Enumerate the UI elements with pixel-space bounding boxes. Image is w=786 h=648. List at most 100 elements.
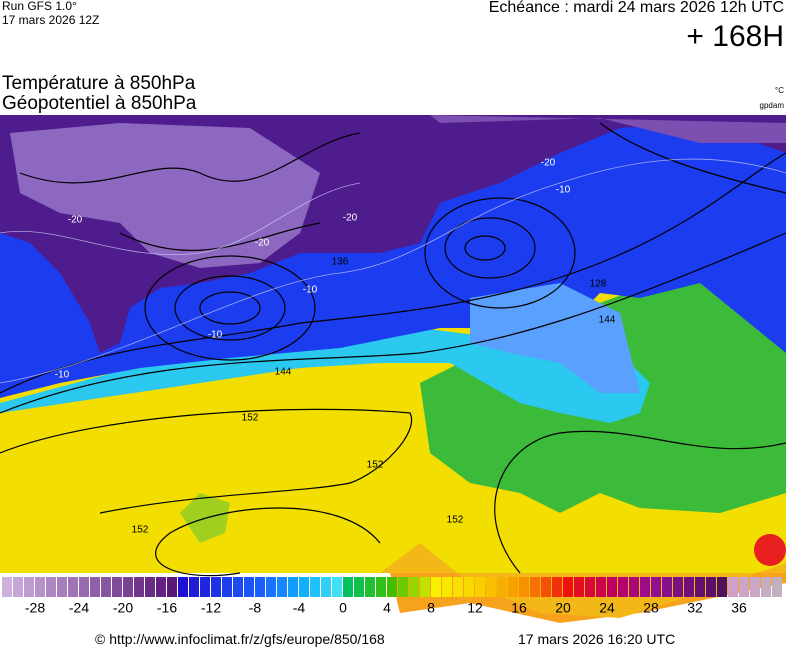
colorbar-swatch bbox=[486, 577, 496, 597]
colorbar-tick-label: -8 bbox=[249, 600, 262, 616]
isotherms bbox=[0, 158, 786, 384]
colorbar-swatch bbox=[629, 577, 639, 597]
contour-label: -10 bbox=[556, 185, 571, 196]
colorbar-swatch bbox=[453, 577, 463, 597]
colorbar-swatch bbox=[607, 577, 617, 597]
colorbar-swatch bbox=[508, 577, 518, 597]
colorbar-swatch bbox=[706, 577, 716, 597]
colorbar-tick-label: 36 bbox=[731, 600, 747, 616]
colorbar-tick-label: -4 bbox=[293, 600, 306, 616]
colorbar-swatch bbox=[662, 577, 672, 597]
colorbar-swatch bbox=[618, 577, 628, 597]
colorbar-tick-label: 20 bbox=[555, 600, 571, 616]
colorbar-swatch bbox=[178, 577, 188, 597]
colorbar-swatch bbox=[431, 577, 441, 597]
source-link: © http://www.infoclimat.fr/z/gfs/europe/… bbox=[95, 631, 385, 647]
colorbar-tick-label: 32 bbox=[687, 600, 703, 616]
colorbar-swatch bbox=[332, 577, 342, 597]
colorbar-swatch bbox=[299, 577, 309, 597]
colorbar-swatch bbox=[354, 577, 364, 597]
run-date: 17 mars 2026 12Z bbox=[2, 13, 100, 27]
colorbar-swatch bbox=[365, 577, 375, 597]
colorbar-swatch bbox=[442, 577, 452, 597]
colorbar-swatch bbox=[651, 577, 661, 597]
colorbar-swatch bbox=[277, 577, 287, 597]
colorbar-tick-label: -24 bbox=[69, 600, 89, 616]
colorbar-swatch bbox=[35, 577, 45, 597]
colorbar-swatch bbox=[211, 577, 221, 597]
colorbar-swatch bbox=[79, 577, 89, 597]
lead-time: + 168H bbox=[686, 20, 784, 53]
contour-label: 152 bbox=[242, 413, 259, 424]
contour-label: -20 bbox=[255, 238, 270, 249]
colorbar-swatch bbox=[134, 577, 144, 597]
contour-label: 144 bbox=[275, 367, 292, 378]
colorbar-swatch bbox=[728, 577, 738, 597]
colorbar-swatch bbox=[420, 577, 430, 597]
colorbar-swatch bbox=[24, 577, 34, 597]
colorbar-swatch bbox=[640, 577, 650, 597]
contour-label: -10 bbox=[208, 330, 223, 341]
contour-label: 144 bbox=[599, 315, 616, 326]
colorbar-swatch bbox=[266, 577, 276, 597]
colorbar-swatch bbox=[739, 577, 749, 597]
colorbar-swatch bbox=[464, 577, 474, 597]
very-cold-area bbox=[10, 123, 320, 268]
contour-label: -20 bbox=[541, 158, 556, 169]
colorbar-swatch bbox=[409, 577, 419, 597]
isohypses bbox=[0, 122, 786, 577]
colorbar-swatch bbox=[13, 577, 23, 597]
colorbar-swatch bbox=[772, 577, 782, 597]
colorbar-swatch bbox=[46, 577, 56, 597]
colorbar-swatch bbox=[101, 577, 111, 597]
colorbar-swatch bbox=[321, 577, 331, 597]
colorbar-swatch bbox=[167, 577, 177, 597]
contour-label: 128 bbox=[590, 279, 607, 290]
colorbar-tick-label: -20 bbox=[113, 600, 133, 616]
colorbar-swatch bbox=[585, 577, 595, 597]
colorbar-swatch bbox=[684, 577, 694, 597]
colorbar-swatch bbox=[200, 577, 210, 597]
colorbar-swatch bbox=[717, 577, 727, 597]
field-title: Température à 850hPa bbox=[2, 73, 196, 94]
contour-label: 136 bbox=[332, 257, 349, 268]
colorbar-swatch bbox=[475, 577, 485, 597]
hot-spot bbox=[754, 534, 786, 566]
colorbar-swatch bbox=[398, 577, 408, 597]
colorbar-tick-label: 24 bbox=[599, 600, 615, 616]
colorbar-swatch bbox=[112, 577, 122, 597]
contour-label: -20 bbox=[343, 213, 358, 224]
colorbar-swatch bbox=[90, 577, 100, 597]
colorbar-swatch bbox=[563, 577, 573, 597]
colorbar-swatch bbox=[497, 577, 507, 597]
colorbar-swatch bbox=[750, 577, 760, 597]
colorbar-swatch bbox=[343, 577, 353, 597]
map: -20 -20 -20 -20 -10 -10 -10 -10 144 144 152 152 152 1… bbox=[0, 115, 786, 623]
colorbar-swatch bbox=[552, 577, 562, 597]
colorbar-tick-label: 0 bbox=[339, 600, 347, 616]
generated-time: 17 mars 2026 16:20 UTC bbox=[518, 631, 676, 647]
colorbar-swatch bbox=[233, 577, 243, 597]
unit-label: °C bbox=[775, 86, 784, 95]
contour-label: 152 bbox=[447, 515, 464, 526]
colorbar-tick-label: 4 bbox=[383, 600, 391, 616]
contour-label: 152 bbox=[367, 460, 384, 471]
very-cold-area bbox=[430, 115, 786, 143]
colorbar-swatch bbox=[574, 577, 584, 597]
contour-label: -10 bbox=[303, 285, 318, 296]
colorbar-swatch bbox=[145, 577, 155, 597]
colorbar-swatch bbox=[156, 577, 166, 597]
colorbar-swatch bbox=[57, 577, 67, 597]
colorbar-swatch bbox=[244, 577, 254, 597]
colorbar-tick-label: 16 bbox=[511, 600, 527, 616]
contour-label: -10 bbox=[55, 370, 70, 381]
colorbar-tick-label: -12 bbox=[201, 600, 221, 616]
unit-label: gpdam bbox=[759, 101, 784, 110]
colorbar-swatch bbox=[387, 577, 397, 597]
colorbar-swatch bbox=[68, 577, 78, 597]
colorbar-swatch bbox=[541, 577, 551, 597]
colorbar-swatch bbox=[123, 577, 133, 597]
colorbar-swatch bbox=[761, 577, 771, 597]
colorbar-swatch bbox=[530, 577, 540, 597]
